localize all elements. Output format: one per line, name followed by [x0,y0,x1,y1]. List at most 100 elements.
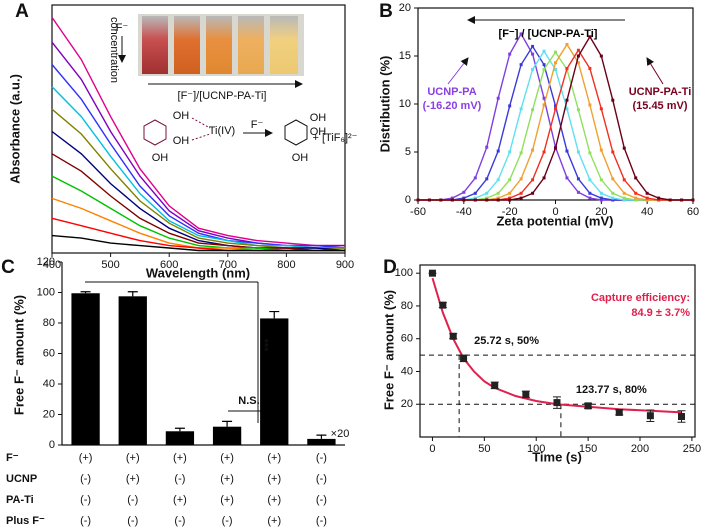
data-point [473,196,477,200]
x-tick-label: 50 [478,443,490,455]
data-point [496,196,500,200]
data-point [576,177,580,181]
condition-cell: (+) [220,494,234,506]
data-point [691,198,695,202]
data-point [588,35,592,39]
x-tick-label: 900 [336,259,354,271]
data-point [542,67,546,71]
data-point [554,104,557,108]
data-point [462,190,466,194]
data-point [615,408,623,416]
data-point [611,150,615,154]
data-point [496,178,500,182]
data-point [554,61,557,65]
data-line [418,43,693,201]
data-point [576,54,580,58]
data-point [622,178,626,182]
annotation: N.S. [238,395,259,407]
data-point [657,196,661,200]
data-point [485,196,489,200]
annotation: F⁻ [116,22,129,34]
data-point [588,196,592,200]
data-point [611,196,615,200]
x-axis-label: Zeta potential (mV) [496,213,613,228]
data-point [588,66,592,70]
data-line [51,234,345,252]
x-tick-label: 100 [527,443,545,455]
data-point [622,198,626,202]
data-point [485,191,489,195]
condition-cell: (-) [80,473,91,485]
condition-cell: (+) [267,473,281,485]
data-point [508,196,512,200]
x-tick-label: 0 [429,443,435,455]
data-point [531,67,535,71]
x-tick-label: -40 [456,206,472,218]
vial-photo [138,14,304,76]
x-tick-label: 200 [631,443,649,455]
data-point [485,177,489,181]
annotation: OH [310,112,327,124]
data-point [542,49,546,53]
x-tick-label: 400 [43,259,61,271]
data-point [496,191,500,195]
x-axis-label: Wavelength (nm) [146,265,250,280]
data-point [508,150,512,154]
data-point [576,108,580,112]
data-point [584,402,592,410]
annotation: [F⁻]/[UCNP-PA-Ti] [178,90,267,102]
annotation: F⁻ [251,119,264,131]
x-tick-label: 40 [641,206,653,218]
data-point [634,191,638,195]
y-tick-label: 60 [401,333,413,345]
data-point [611,98,615,102]
x-tick-label: 700 [219,259,237,271]
data-point [599,178,603,182]
condition-label: Plus F⁻ [6,515,45,527]
data-point [462,196,466,200]
data-point [645,191,649,195]
panel-letter: A [15,1,29,22]
data-point [542,96,546,100]
condition-label: PA-Ti [6,494,34,506]
data-point [485,145,489,149]
y-tick-label: 15 [399,50,411,62]
panel-letter: C [1,257,15,278]
data-point [554,50,557,54]
x-tick-label: 800 [277,259,295,271]
x-tick-label: -20 [502,206,518,218]
panel-letter: D [383,257,397,278]
error-bar [174,427,185,432]
bar [260,318,289,445]
data-point [588,151,592,155]
data-point [427,198,431,202]
data-point [496,96,500,100]
data-point [496,149,500,153]
condition-cell: (-) [80,494,91,506]
annotation: OH [152,152,169,164]
y-axis-label: Free F⁻ amount (%) [11,295,26,415]
data-point [473,191,477,195]
data-point [611,191,615,195]
y-tick-label: 0 [49,439,55,451]
data-point [646,412,654,420]
data-point [449,332,457,340]
data-point [473,198,477,202]
data-line [51,130,346,252]
condition-label: UCNP [6,473,37,485]
data-point [599,54,603,58]
data-point [531,148,535,152]
y-axis-label: Distribution (%) [377,56,392,153]
data-point [554,107,557,111]
annotation: OH [292,152,309,164]
data-line [418,50,693,201]
data-point [508,178,512,182]
data-point [428,269,436,277]
data-point [668,198,672,202]
x-tick-label: 0 [552,206,558,218]
data-point [565,66,569,70]
data-point [519,32,523,36]
y-tick-label: 20 [401,398,413,410]
annotation: + [TiF₆]²⁻ [313,132,358,144]
